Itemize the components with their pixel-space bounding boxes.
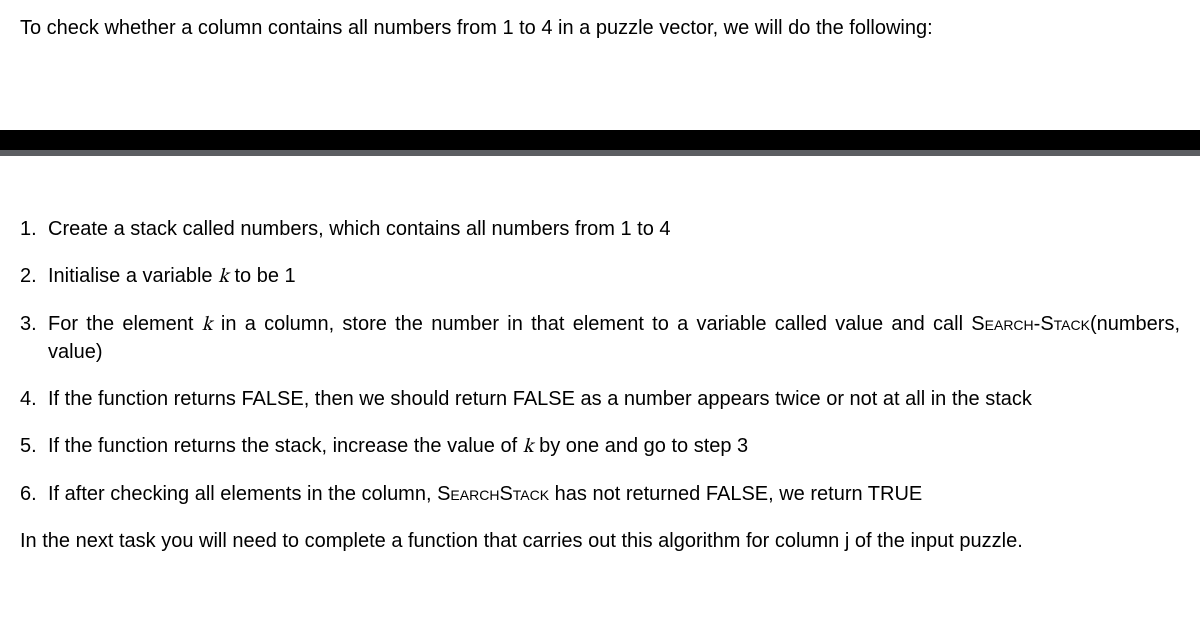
closing-text: In the next task you will need to comple… [20,528,1180,555]
step-1: Create a stack called numbers, which con… [48,216,1180,243]
step-6: If after checking all elements in the co… [48,481,1180,508]
step-4-text: If the function returns FALSE, then we s… [48,388,1032,410]
steps-list: Create a stack called numbers, which con… [20,216,1180,508]
step-5-var: k [523,437,534,457]
section-divider [0,130,1200,156]
step-3-a: For the element [48,313,202,335]
step-5-a: If the function returns the stack, incre… [48,435,523,457]
step-2-a: Initialise a variable [48,265,218,287]
step-5: If the function returns the stack, incre… [48,433,1180,461]
step-2-b: to be 1 [229,265,296,287]
step-4: If the function returns FALSE, then we s… [48,386,1180,413]
step-6-b: has not returned FALSE, we return TRUE [549,483,922,505]
step-2: Initialise a variable k to be 1 [48,263,1180,291]
step-1-text: Create a stack called numbers, which con… [48,218,671,240]
step-3-b: in a column, store the number in that el… [213,313,972,335]
step-2-var: k [218,267,229,287]
step-5-b: by one and go to step 3 [534,435,749,457]
step-3: For the element k in a column, store the… [48,311,1180,366]
step-3-var: k [202,315,213,335]
step-3-fn2: Stack [1040,313,1090,335]
step-6-fn2: Stack [499,483,549,505]
step-6-a: If after checking all elements in the co… [48,483,437,505]
step-3-fn1: Search [971,313,1033,335]
intro-text: To check whether a column contains all n… [20,14,1180,42]
step-6-fn1: Search [437,483,499,505]
